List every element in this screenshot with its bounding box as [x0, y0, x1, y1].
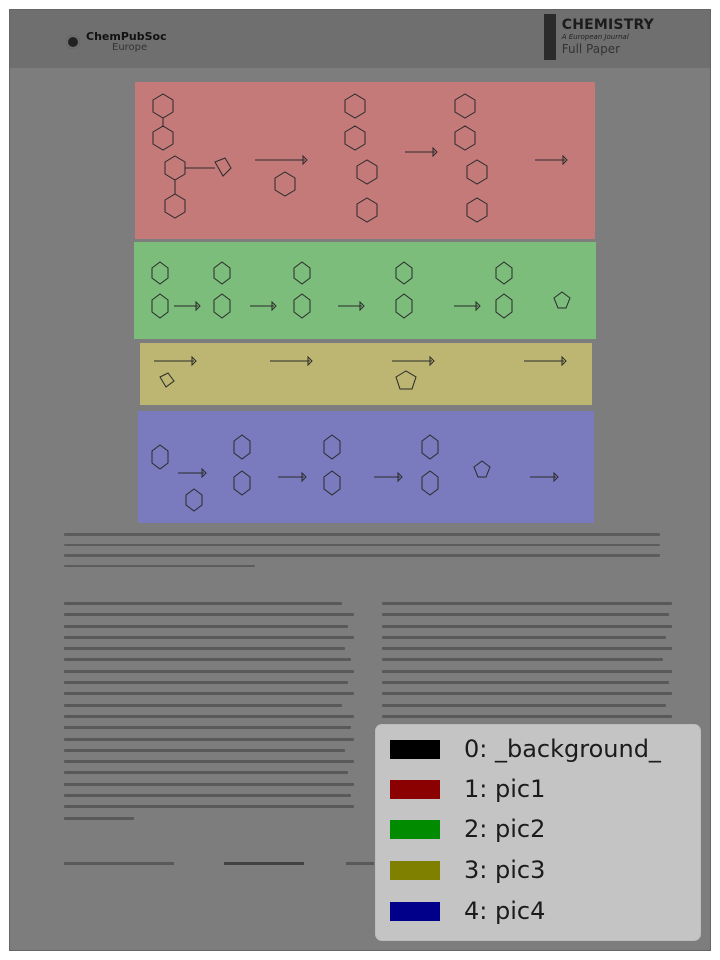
legend-swatch — [390, 739, 440, 759]
journal-brand: CHEMISTRY A European Journal Full Paper — [543, 14, 654, 60]
segmentation-legend: 0: _background_ 1: pic1 2: pic2 3: pic3 … — [376, 725, 700, 940]
legend-label: 1: pic1 — [464, 775, 546, 803]
journal-subtitle: A European Journal — [561, 33, 629, 41]
journal-title: CHEMISTRY — [561, 17, 654, 33]
legend-item-pic2: 2: pic2 — [390, 815, 545, 843]
page-footer — [64, 860, 660, 870]
publisher-name: ChemPubSoc — [86, 30, 167, 43]
legend-swatch — [390, 779, 440, 799]
paper-page: ChemPubSoc Europe CHEMISTRY A European J… — [9, 9, 711, 951]
pic3-region — [140, 343, 592, 405]
legend-swatch — [390, 860, 440, 880]
legend-swatch — [390, 901, 440, 921]
pic1-scheme — [152, 93, 568, 223]
article-type: Full Paper — [561, 42, 621, 56]
publisher-region: Europe — [112, 42, 148, 53]
legend-item-pic3: 3: pic3 — [390, 856, 545, 884]
scheme-caption — [64, 533, 660, 579]
pic2-region — [134, 242, 596, 339]
legend-item-background: 0: _background_ — [390, 735, 661, 763]
pic3-scheme — [154, 355, 567, 390]
chempubsoc-logo: ChemPubSoc Europe — [66, 31, 167, 53]
pic1-region — [135, 82, 595, 239]
legend-item-pic4: 4: pic4 — [390, 897, 545, 925]
legend-label: 4: pic4 — [464, 897, 546, 925]
pic4-scheme — [151, 434, 559, 512]
legend-label: 3: pic3 — [464, 856, 546, 884]
pic4-region — [138, 411, 594, 523]
brand-bar — [543, 14, 556, 60]
page-header: ChemPubSoc Europe CHEMISTRY A European J… — [10, 10, 710, 68]
pic2-scheme — [151, 261, 571, 319]
body-column-left — [64, 602, 354, 848]
chempubsoc-logo-icon — [66, 35, 80, 49]
legend-label: 0: _background_ — [464, 735, 661, 763]
legend-label: 2: pic2 — [464, 815, 546, 843]
legend-item-pic1: 1: pic1 — [390, 775, 545, 803]
legend-swatch — [390, 819, 440, 839]
